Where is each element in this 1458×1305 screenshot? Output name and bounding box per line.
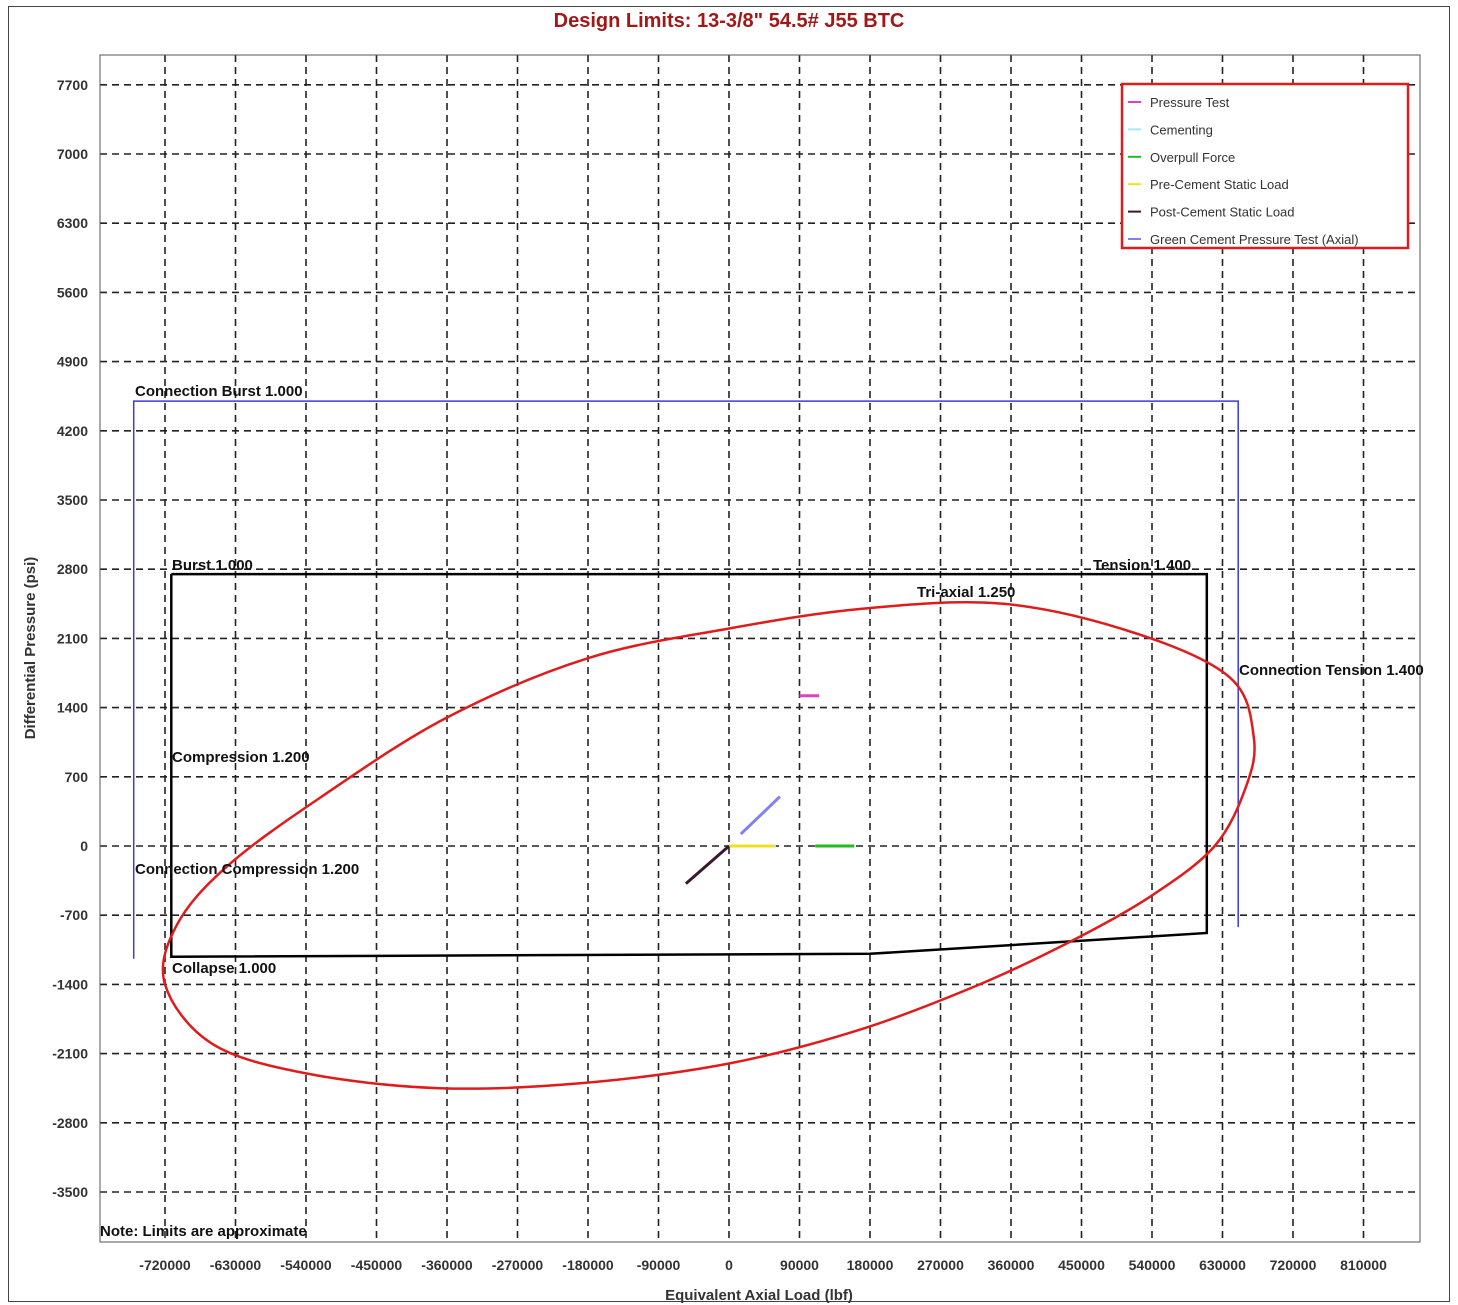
y-axis-label: Differential Pressure (psi) — [22, 557, 39, 740]
limit-label: Connection Compression 1.200 — [135, 861, 359, 878]
x-tick-label: -90000 — [637, 1257, 681, 1273]
limit-label: Connection Burst 1.000 — [135, 383, 303, 400]
limit-label: Compression 1.200 — [172, 749, 310, 766]
x-tick-label: -270000 — [492, 1257, 544, 1273]
limit-label: Collapse 1.000 — [172, 960, 276, 977]
y-tick-label: -3500 — [52, 1184, 88, 1200]
x-tick-label: -720000 — [139, 1257, 191, 1273]
y-tick-label: 7000 — [57, 146, 88, 162]
load-series — [684, 694, 855, 885]
x-tick-label: 90000 — [780, 1257, 819, 1273]
legend-entry: Green Cement Pressure Test (Axial) — [1150, 232, 1359, 247]
y-tick-label: 5600 — [57, 284, 88, 300]
y-tick-label: -700 — [60, 907, 88, 923]
x-tick-label: -450000 — [351, 1257, 403, 1273]
legend-entry: Pressure Test — [1150, 95, 1230, 110]
limit-label: Connection Tension 1.400 — [1239, 662, 1424, 679]
y-tick-label: 2800 — [57, 561, 88, 577]
x-tick-label: 270000 — [917, 1257, 964, 1273]
x-tick-label: -360000 — [421, 1257, 473, 1273]
y-tick-label: 0 — [80, 838, 88, 854]
y-tick-label: 6300 — [57, 215, 88, 231]
x-tick-label: -180000 — [562, 1257, 614, 1273]
legend-entry: Post-Cement Static Load — [1150, 205, 1295, 220]
series-line-4 — [684, 844, 730, 885]
chart-title: Design Limits: 13-3/8" 54.5# J55 BTC — [553, 10, 905, 32]
y-tick-label: -2100 — [52, 1046, 88, 1062]
limit-labels: Connection Burst 1.000 Burst 1.000 Tension… — [135, 383, 1424, 977]
x-tick-label: 450000 — [1058, 1257, 1105, 1273]
limit-label: Burst 1.000 — [172, 557, 253, 574]
y-tick-label: -2800 — [52, 1115, 88, 1131]
legend-box — [1120, 82, 1410, 250]
y-tick-label: 700 — [65, 769, 89, 785]
legend-entry: Cementing — [1150, 122, 1213, 137]
x-tick-label: -540000 — [280, 1257, 332, 1273]
connection-envelope-line — [132, 400, 1239, 959]
approximate-note: Note: Limits are approximate — [100, 1223, 307, 1240]
x-tick-label: 180000 — [847, 1257, 894, 1273]
plot-area — [99, 54, 1421, 1243]
x-tick-label: 720000 — [1270, 1257, 1317, 1273]
x-tick-label: 810000 — [1340, 1257, 1387, 1273]
x-tick-label: 630000 — [1199, 1257, 1246, 1273]
chart-frame — [8, 6, 1450, 1302]
x-tick-label: -630000 — [210, 1257, 262, 1273]
limit-envelopes — [132, 400, 1256, 1090]
legend-entry: Pre-Cement Static Load — [1150, 177, 1289, 192]
x-tick-label: 0 — [725, 1257, 733, 1273]
limit-label: Tri-axial 1.250 — [917, 584, 1015, 601]
y-tick-label: 7700 — [57, 77, 88, 93]
y-tick-label: 2100 — [57, 630, 88, 646]
x-tick-label: 540000 — [1129, 1257, 1176, 1273]
legend: Pressure Test Cementing Overpull Force Pre-… — [1120, 82, 1410, 250]
limit-label: Tension 1.400 — [1093, 557, 1191, 574]
y-tick-label: 4900 — [57, 354, 88, 370]
triaxial-ellipse — [161, 601, 1256, 1090]
y-tick-label: 3500 — [57, 492, 88, 508]
x-axis-label: Equivalent Axial Load (lbf) — [665, 1287, 853, 1304]
y-tick-label: 4200 — [57, 423, 88, 439]
pipe-envelope-line — [170, 572, 1209, 958]
y-tick-label: -1400 — [52, 976, 88, 992]
series-line-5 — [739, 795, 781, 836]
x-tick-labels: -720000 -630000 -540000 -450000 -360000 -2700… — [139, 1257, 1387, 1273]
y-tick-labels: 7700700063005600490042003500280021001400… — [52, 77, 88, 1200]
x-tick-label: 360000 — [988, 1257, 1035, 1273]
y-tick-label: 1400 — [57, 700, 88, 716]
legend-entry: Overpull Force — [1150, 150, 1235, 165]
